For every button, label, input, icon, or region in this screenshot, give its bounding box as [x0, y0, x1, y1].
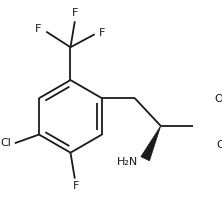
Polygon shape [141, 126, 161, 161]
Text: O: O [214, 94, 222, 104]
Text: Cl: Cl [0, 138, 11, 148]
Text: F: F [99, 28, 106, 37]
Text: H₂N: H₂N [117, 157, 139, 167]
Text: F: F [72, 9, 78, 18]
Text: O: O [217, 140, 222, 150]
Text: F: F [35, 24, 42, 34]
Text: F: F [73, 181, 79, 191]
